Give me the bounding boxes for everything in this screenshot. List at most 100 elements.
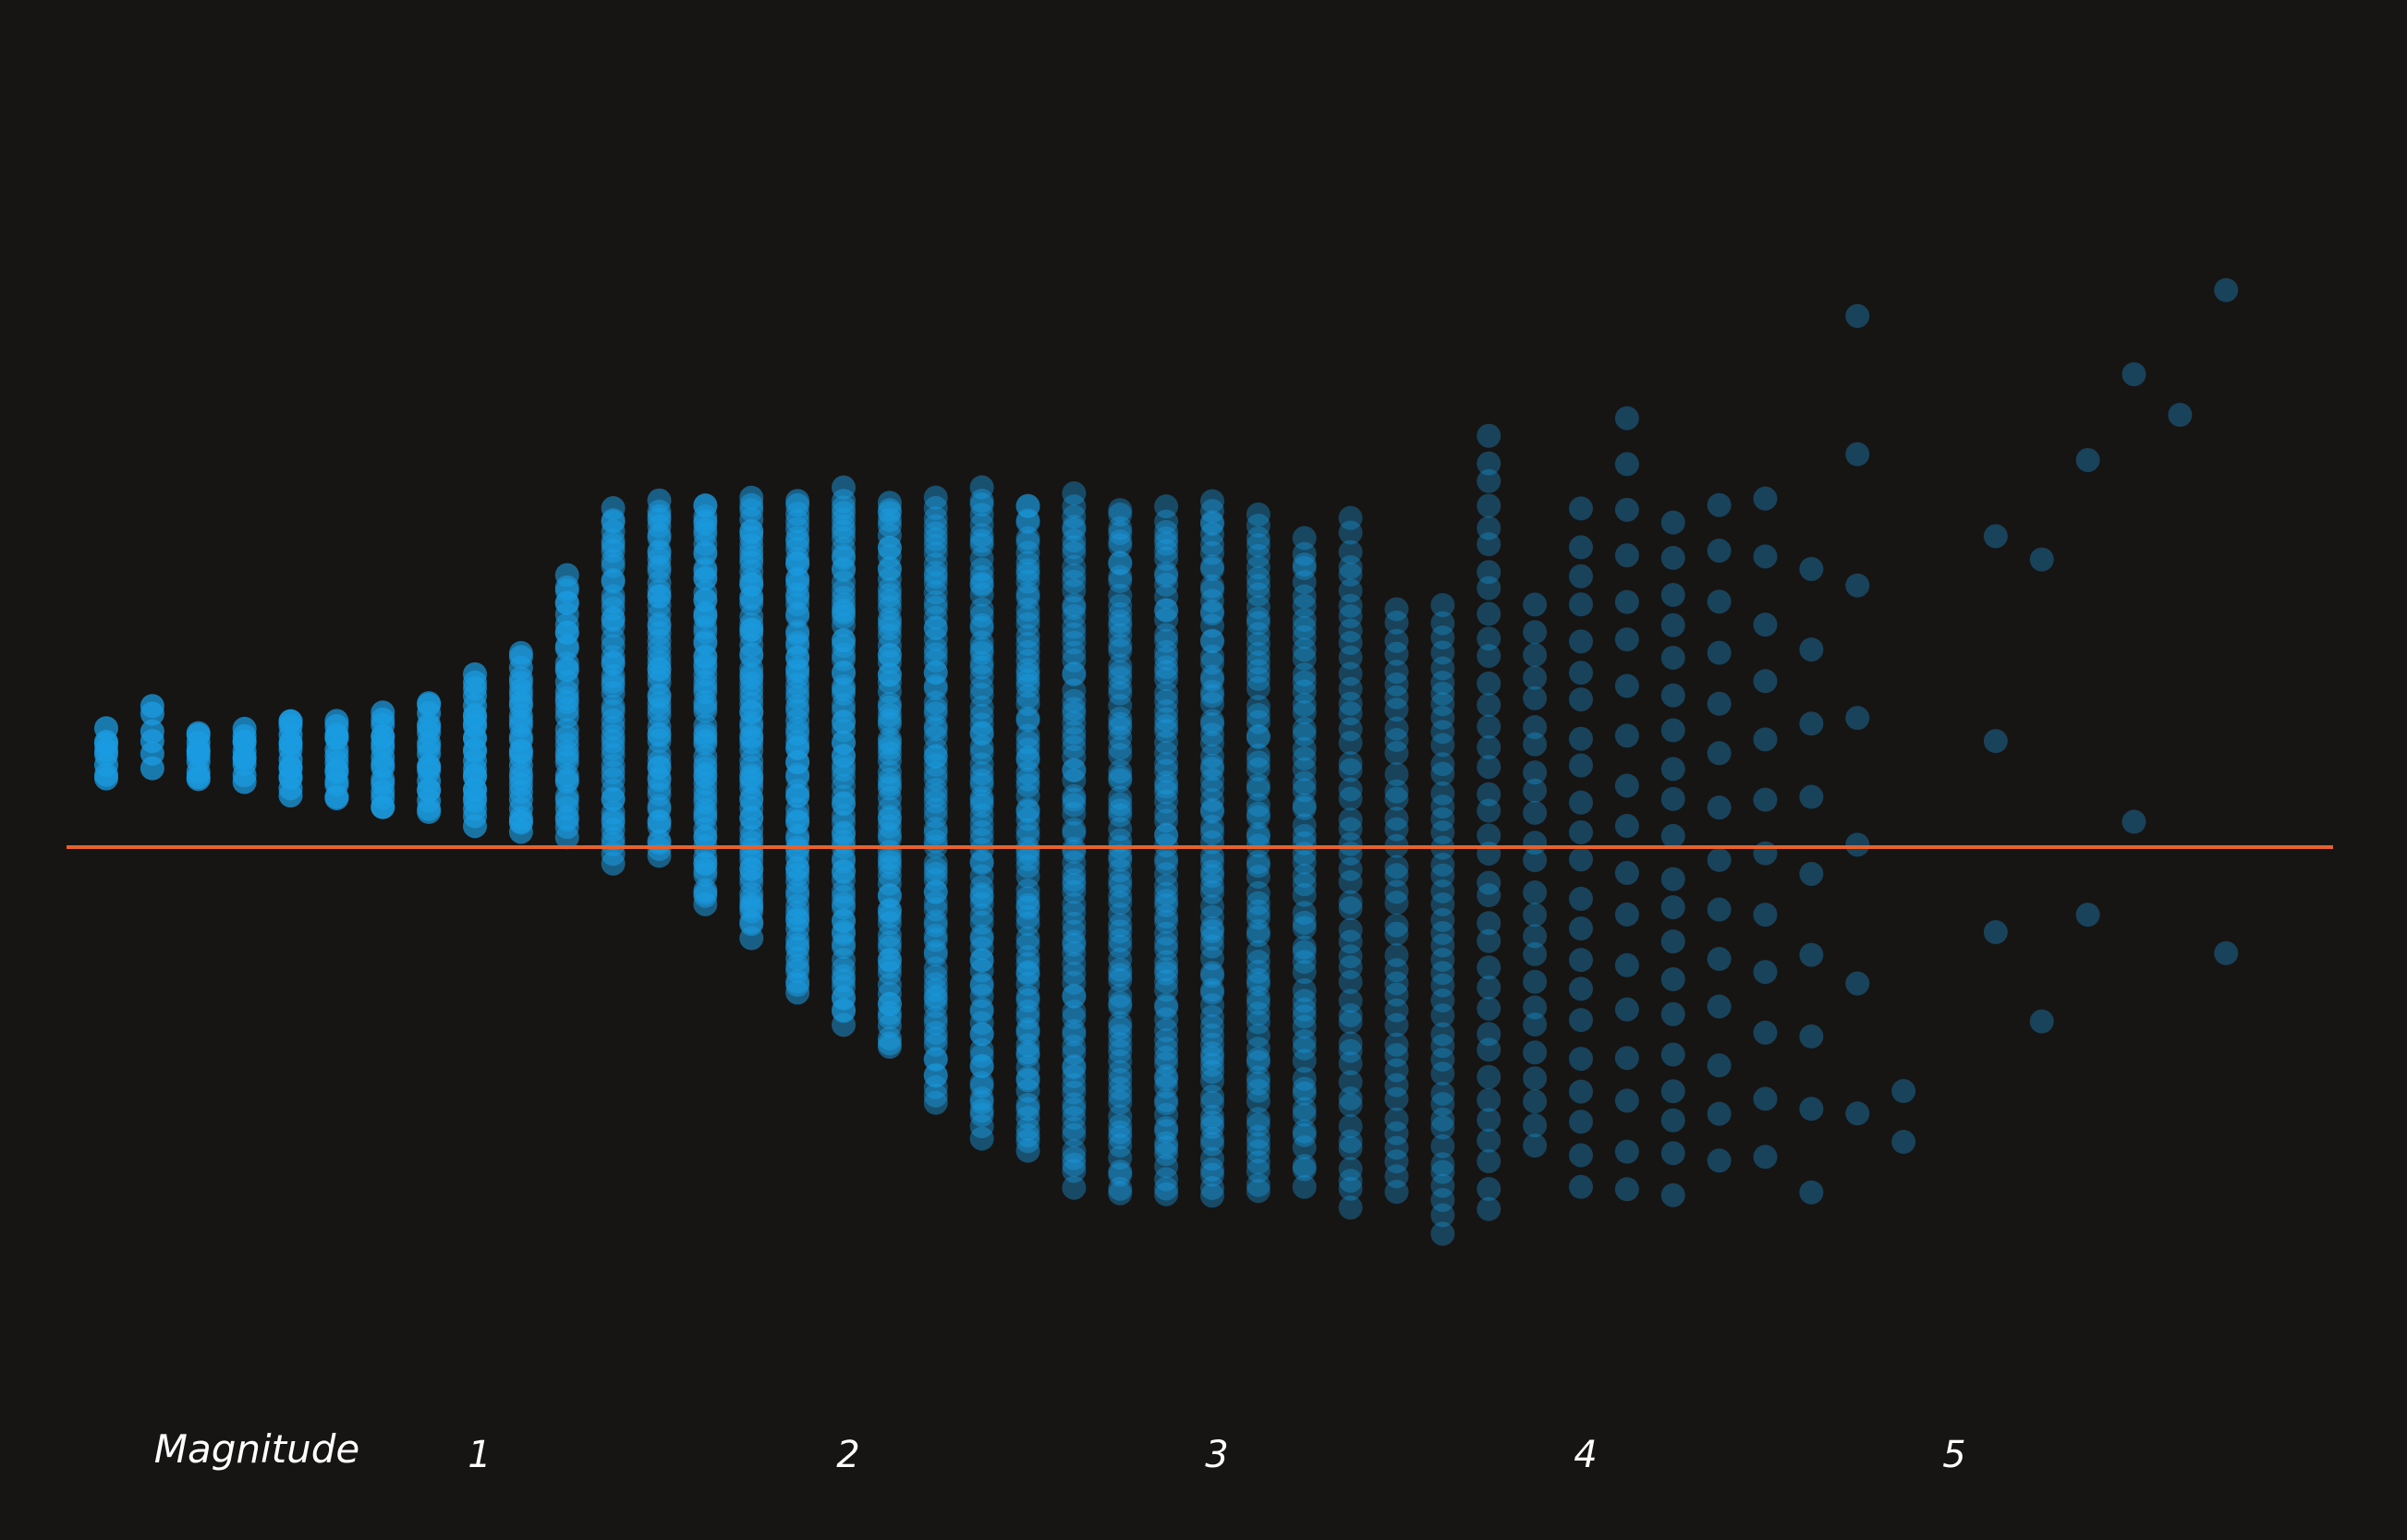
data-point [1200,799,1224,824]
data-point [1338,944,1363,969]
data-point [1707,640,1732,665]
data-point [1246,959,1270,984]
data-point [1200,679,1224,704]
data-point [969,891,994,916]
data-point [1246,675,1270,700]
data-point [1062,783,1087,808]
data-point [923,972,948,997]
data-point [1200,926,1224,951]
data-point [1062,701,1087,726]
data-point [1062,1158,1087,1183]
data-point [2214,278,2239,303]
data-point [1200,731,1224,756]
data-point [1062,793,1087,818]
data-point [1707,539,1732,564]
data-point [1200,510,1224,535]
data-point [1015,892,1040,917]
data-point [923,909,948,934]
data-point [1062,1073,1087,1097]
data-point [1015,895,1040,920]
data-point [1523,880,1548,905]
data-point [1384,971,1409,996]
data-point [1660,1108,1685,1133]
data-point [1200,757,1224,782]
data-point [969,1054,994,1079]
data-point [1015,767,1040,792]
data-point [1200,712,1224,737]
data-point [1430,624,1455,649]
data-point [1062,787,1087,812]
data-point [1292,935,1317,960]
data-point [1062,1000,1087,1025]
data-point [1015,730,1040,755]
data-point [969,752,994,777]
data-point [1292,607,1317,632]
data-point [1154,623,1179,648]
data-point [969,655,994,680]
data-point [1430,806,1455,831]
data-point [1200,919,1224,944]
data-point [1660,718,1685,743]
data-point [1108,593,1133,618]
data-point [1108,529,1133,554]
data-point [1015,493,1040,518]
data-point [1569,1110,1593,1134]
data-point [1430,1187,1455,1212]
data-point [1292,1076,1317,1101]
data-point [1246,899,1270,924]
data-point [1292,717,1317,742]
data-point [1292,1066,1317,1091]
data-point [1062,504,1087,529]
data-point [1200,873,1224,898]
data-point [1200,843,1224,868]
data-point [1015,673,1040,698]
data-point [1292,1122,1317,1147]
data-point [1154,628,1179,653]
data-point [1660,582,1685,607]
data-point [1108,1181,1133,1206]
data-point [1292,770,1317,795]
data-point [1338,618,1363,643]
data-point [969,785,994,810]
data-point [1384,1058,1409,1083]
data-point [1338,505,1363,530]
data-point [969,772,994,797]
data-point [969,640,994,665]
data-point [1477,1128,1501,1153]
data-point [1246,757,1270,782]
data-point [1154,921,1179,946]
data-point [508,640,533,665]
data-point [1154,1067,1179,1092]
data-point [969,637,994,661]
data-point [1477,576,1501,600]
data-point [1200,1004,1224,1029]
data-point [1384,716,1409,741]
data-point [1660,1001,1685,1026]
data-point [1707,741,1732,766]
data-point [1154,655,1179,680]
data-point [1200,489,1224,514]
data-point [1200,512,1224,537]
data-point [1015,604,1040,629]
data-point [1430,948,1455,973]
data-point [1062,820,1087,845]
data-point [1338,954,1363,979]
data-point [1292,988,1317,1013]
data-point [1753,669,1778,694]
data-point [1523,848,1548,873]
data-point [1292,746,1317,770]
data-point [923,485,948,510]
data-point [1384,1043,1409,1068]
data-point [1062,984,1087,1009]
data-point [1246,905,1270,930]
data-point [1338,731,1363,756]
data-point [1430,1061,1455,1086]
data-point [1477,1087,1501,1112]
data-point [1660,683,1685,708]
data-point [1108,551,1133,576]
data-point [1154,519,1179,544]
data-point [1338,1070,1363,1095]
data-point [1200,820,1224,845]
